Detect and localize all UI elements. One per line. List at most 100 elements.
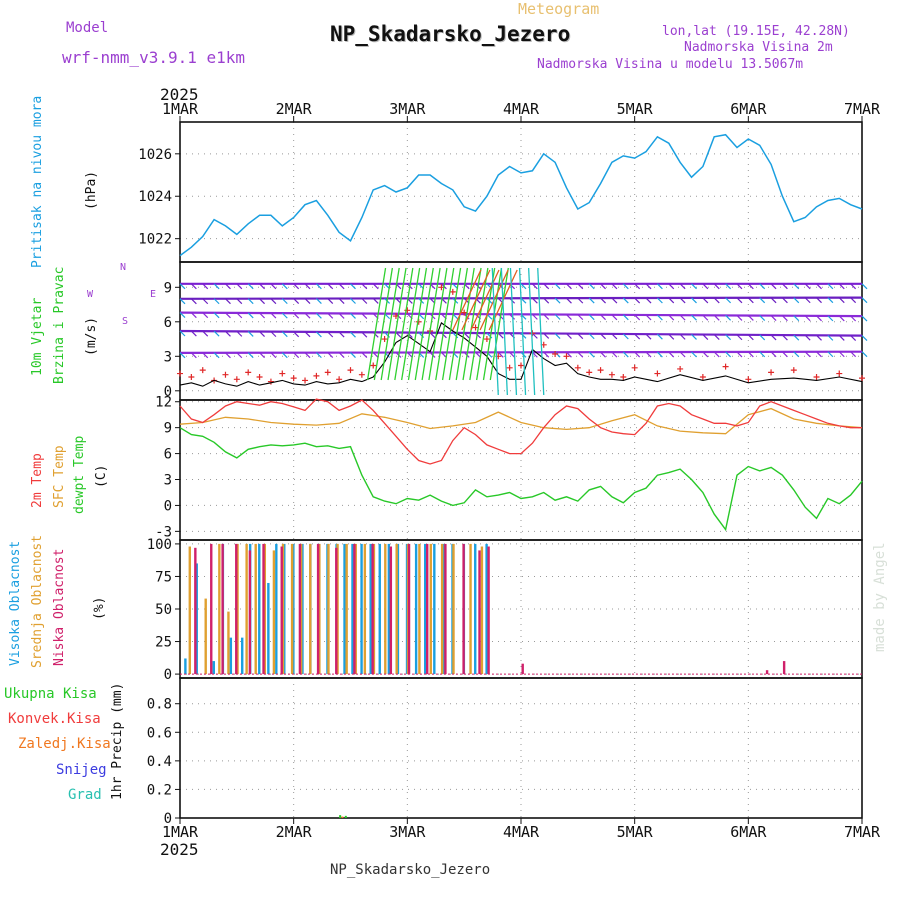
wind-arrow [452,269,482,331]
wind-barb [190,352,197,359]
cloud-bar [384,543,387,675]
wind-barb [190,283,197,290]
cloud-bar [485,543,488,675]
wind-barb [566,351,572,358]
wind-barb [588,333,595,340]
wind-barb [656,333,663,340]
wind-arrow [394,267,414,381]
wind-barb [202,298,209,305]
gust-marker [267,378,274,385]
gust-marker [313,372,320,379]
wind-barb [361,283,368,290]
wind-barb [327,352,334,359]
wind-barb [622,297,629,304]
y-tick-label: 0.2 [147,782,172,798]
pressure-line [179,133,863,257]
wind-barb [793,315,800,322]
cloud-bar [235,543,238,675]
y-tick-label: 6 [164,315,172,331]
gust-marker [461,309,468,316]
gust-marker [506,364,513,371]
wind-barb [634,297,641,304]
wind-barb [861,335,868,342]
wind-barb [861,297,868,304]
wind-barb [759,283,766,290]
wind-barb [759,334,766,341]
cloud-bar [292,543,295,675]
gust-marker [358,371,365,378]
gust-marker [620,374,627,380]
wind-barb [225,330,231,337]
wind-barb [270,283,277,290]
cloud-bar [299,543,303,675]
wind-barb [611,314,618,321]
wind-barb [804,351,811,358]
gust-marker [677,365,684,372]
gust-marker [813,374,820,380]
gust-marker [256,374,263,380]
wind-barb [770,334,777,341]
cloud-bar [272,550,276,675]
x-tick-label-bottom: 1MAR [162,823,199,841]
wind-barb [838,283,845,290]
cloud-bar [212,661,215,675]
compass-s: S [122,316,128,327]
wind-arrow [435,267,455,381]
wind-barb [850,351,857,358]
wind-barb [702,297,709,304]
wind-barb [281,352,288,359]
compass-w: W [87,289,94,300]
wind-barb [691,314,697,321]
y-tick-label: 0 [164,384,172,400]
cloud-bar [267,582,270,675]
wind-barb [554,297,561,304]
wind-barb [270,298,277,305]
y-tick-label: 75 [155,569,172,585]
wind-barb [259,352,265,359]
wind-barb [713,351,720,358]
wind-barb [668,283,675,290]
wind-barb [475,332,481,339]
wind-barb [281,283,288,290]
wind-barb [304,298,311,305]
cloud-bar [369,543,372,675]
wind-barb [236,330,243,337]
wind-barb [634,333,641,340]
wind-barb [736,334,743,341]
wind-barb [315,352,322,359]
wind-barb [179,352,186,359]
wind-arrow [527,267,536,396]
wind-barb [475,351,481,358]
wind-barb [827,315,834,322]
panel-frame [179,677,863,819]
x-tick-label-bottom: 3MAR [389,823,426,841]
wind-barb [452,332,459,339]
y-tick-label: 1026 [138,147,172,163]
wind-barb [679,333,686,340]
precip-frz-label: Zaledj.Kisa [18,736,111,752]
wind-arrow [509,267,518,396]
cloud-bar [351,543,354,675]
wind-barb [861,283,868,290]
wind-barb [656,297,663,304]
wind-barb [838,351,845,358]
wind-barb [861,315,868,322]
wind-barb [588,351,595,358]
wind-barb [747,297,754,304]
wind-barb [236,283,243,290]
gust-marker [347,367,354,374]
cloud-bar [363,543,367,675]
cloud-bar [462,543,465,675]
cloud-bar [236,543,239,675]
wind-arrow [448,267,469,381]
wind-barb [725,283,732,290]
wind-barb [213,352,220,359]
wind-barb [202,312,209,319]
wind-barb [190,330,197,337]
wind-barb [850,297,857,304]
wind-barb [315,283,322,290]
wind-barb [543,314,550,320]
cloud-bar [245,543,248,675]
wind-arrow [537,267,545,396]
gust-marker [302,377,309,384]
